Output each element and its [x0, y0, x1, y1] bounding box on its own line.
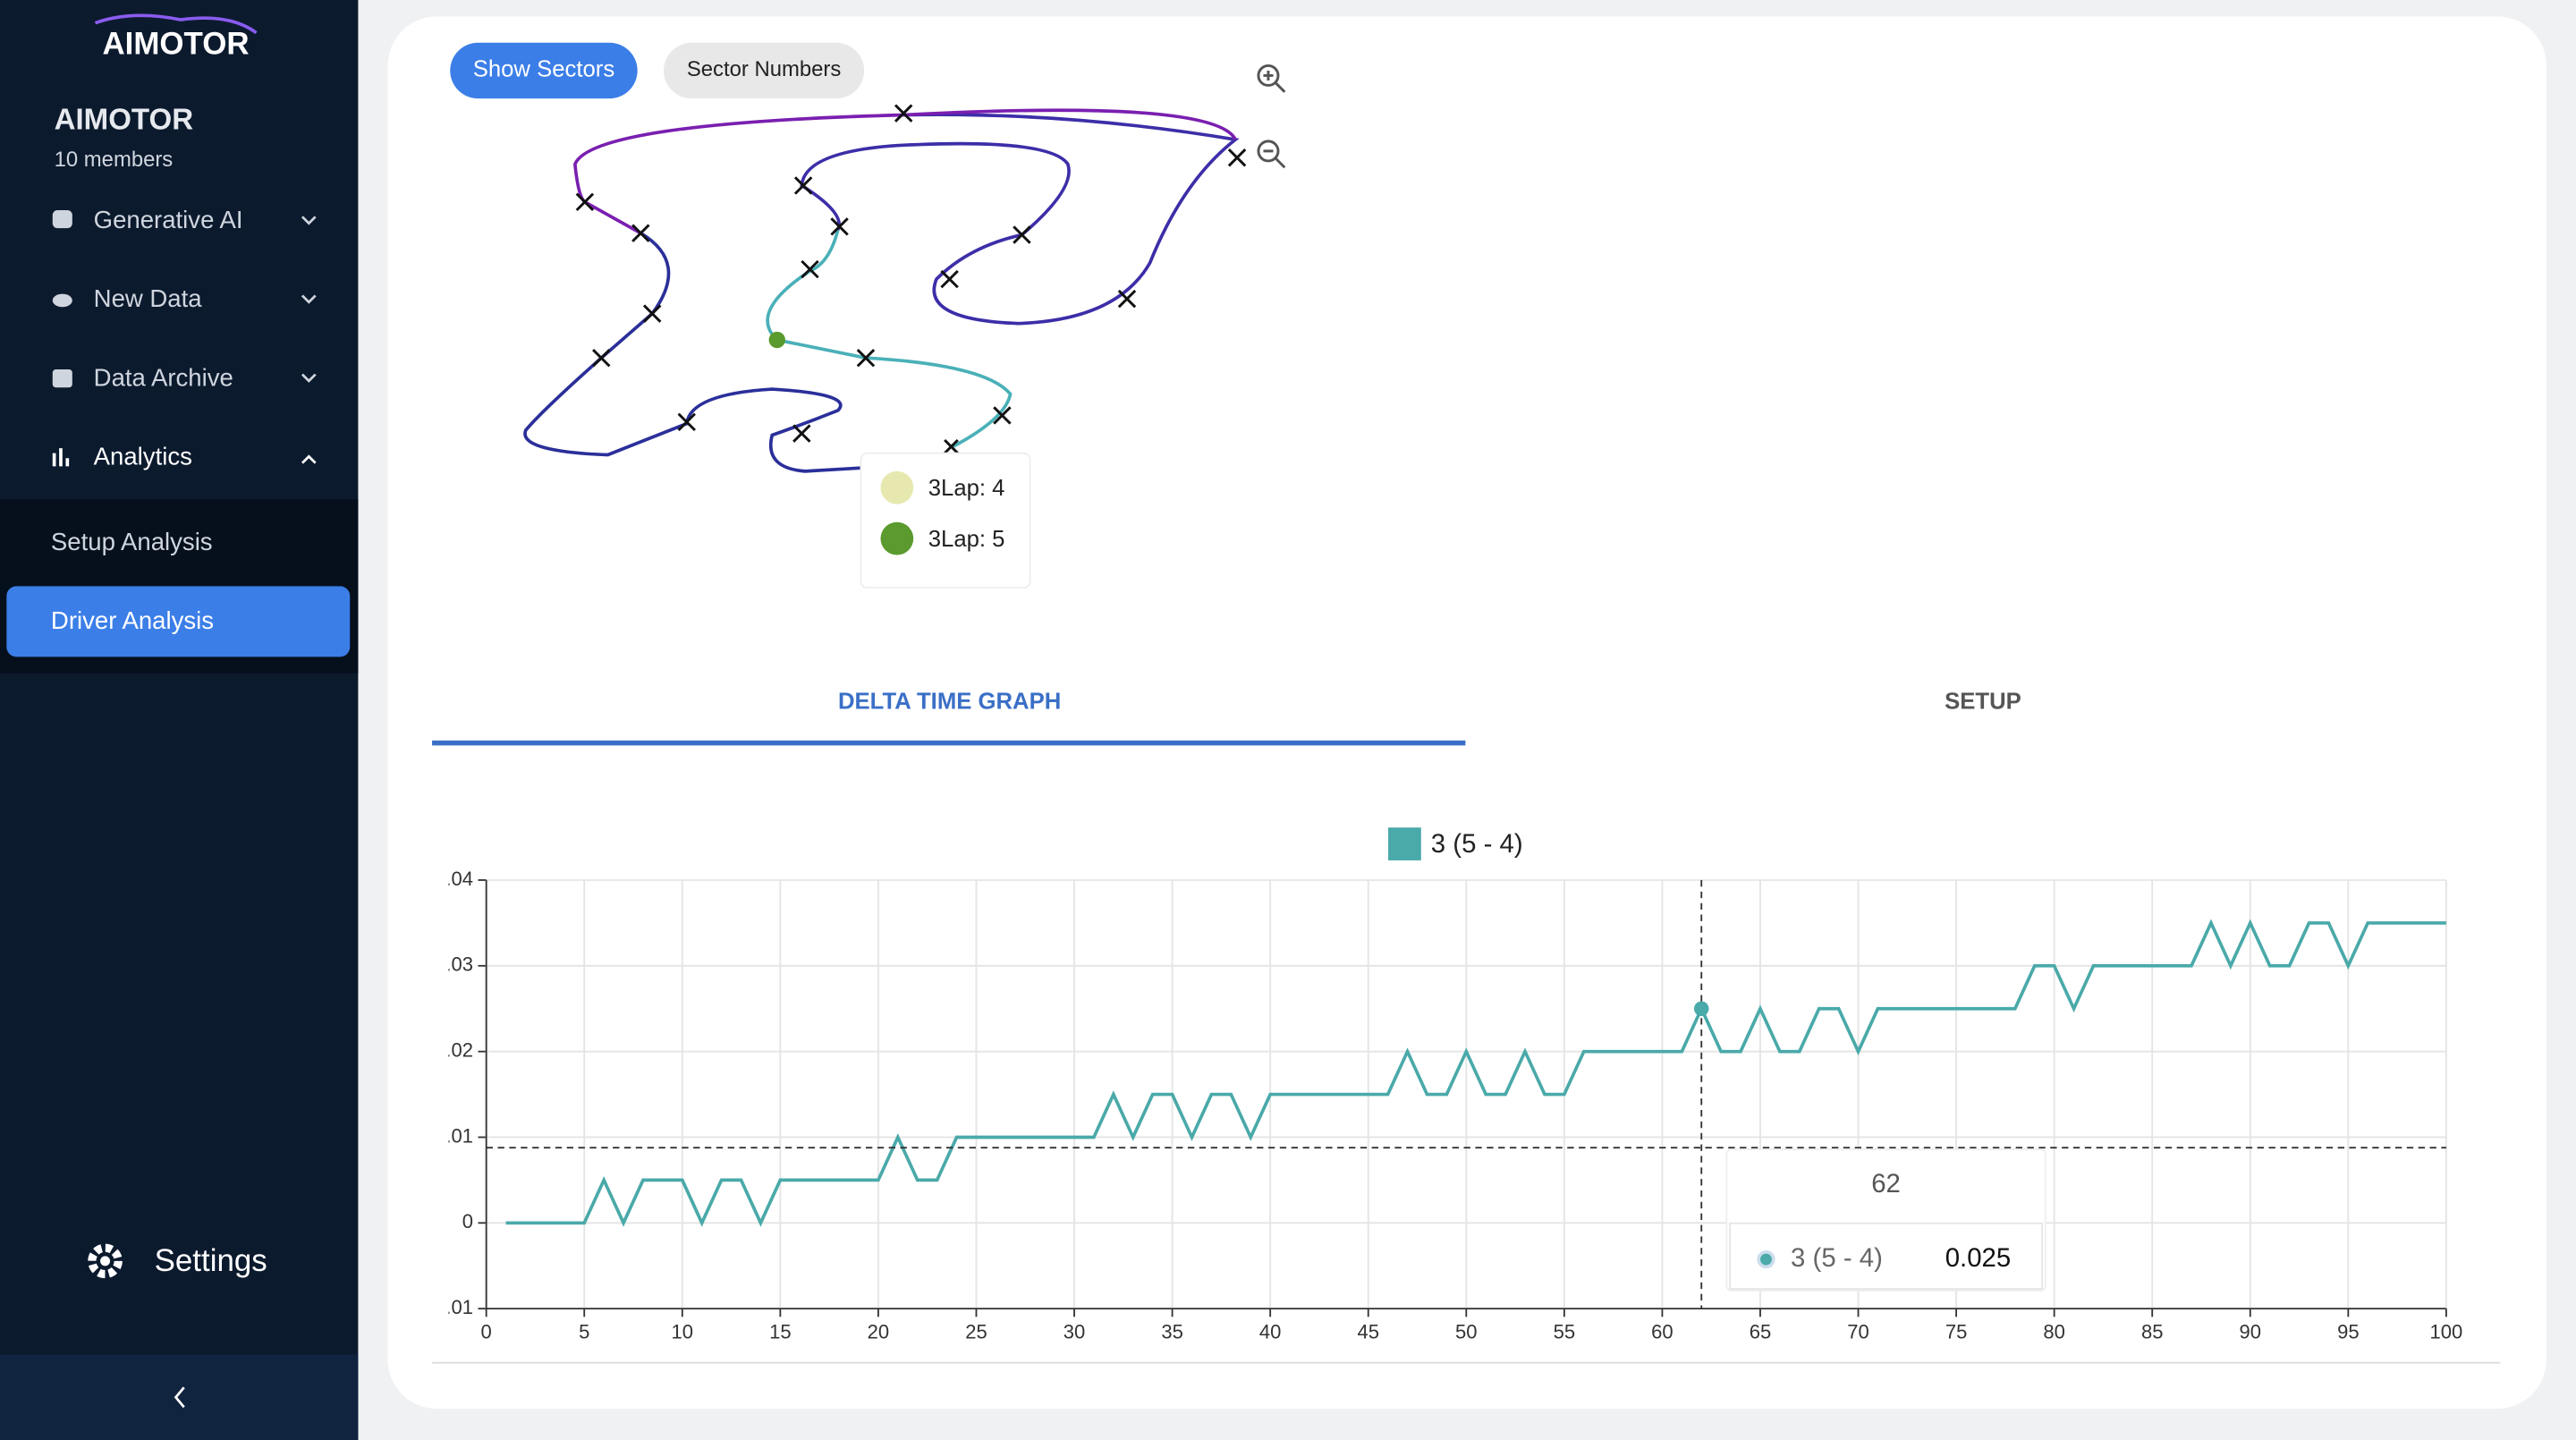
submenu-selected[interactable] [6, 586, 351, 657]
menu-icon [52, 448, 70, 467]
settings-icon[interactable] [88, 1243, 123, 1279]
x-tick-label: 55 [1554, 1320, 1576, 1343]
submenu-item[interactable]: Setup Analysis [51, 528, 213, 555]
track-path [572, 108, 1237, 235]
y-tick-label: -0.01 [428, 1296, 473, 1318]
logo: AIMOTOR [102, 27, 249, 62]
tab[interactable]: DELTA TIME GRAPH [838, 690, 1061, 715]
settings-icon[interactable] [100, 1256, 111, 1266]
legend-label: 3Lap: 5 [928, 527, 1005, 552]
x-tick-label: 10 [672, 1320, 694, 1343]
x-tick-label: 80 [2043, 1320, 2065, 1343]
logo-swoosh [94, 13, 258, 35]
x-tick-label: 40 [1259, 1320, 1282, 1343]
x-tick-label: 30 [1063, 1320, 1086, 1343]
x-tick-label: 35 [1161, 1320, 1183, 1343]
menu-item[interactable]: Data Archive [94, 363, 233, 391]
zoom-out[interactable] [1263, 149, 1286, 169]
x-tick-label: 65 [1750, 1320, 1772, 1343]
y-tick-label: 0.02 [435, 1038, 473, 1061]
x-tick-label: 95 [2337, 1320, 2360, 1343]
legend-swatch [1388, 827, 1421, 860]
submenu-item[interactable]: Driver Analysis [51, 606, 214, 634]
settings[interactable]: Settings [155, 1243, 267, 1278]
map-legend [860, 452, 1031, 589]
y-tick-label: 0.03 [435, 953, 473, 976]
menu-item[interactable]: New Data [94, 284, 203, 312]
x-tick-label: 75 [1945, 1320, 1968, 1343]
button[interactable] [664, 42, 865, 99]
x-tick-label: 70 [1847, 1320, 1869, 1343]
y-tick-label: 0.04 [435, 868, 473, 890]
car-position [768, 331, 785, 349]
x-tick-label: 0 [481, 1320, 492, 1343]
x-tick-label: 90 [2240, 1320, 2262, 1343]
y-axis: -0.01 0 0.01 0.02 0.03 0.04 [428, 868, 473, 1318]
legend-swatch [880, 470, 914, 504]
legend-swatch [880, 521, 914, 555]
x-tick-label: 5 [579, 1320, 589, 1343]
menu-icon [52, 209, 72, 229]
chevron[interactable] [301, 454, 317, 464]
button-label[interactable]: Sector Numbers [687, 57, 841, 81]
menu-icon [52, 293, 72, 308]
button[interactable] [450, 42, 638, 99]
tooltip-value: 0.025 [1945, 1243, 2012, 1273]
button-label[interactable]: Show Sectors [473, 57, 615, 82]
tooltip-title: 62 [1871, 1169, 1901, 1199]
sidebar [0, 0, 359, 1440]
legend-label: 3 (5 - 4) [1431, 829, 1523, 859]
series-line [505, 919, 2446, 1227]
x-tick-label: 20 [868, 1320, 890, 1343]
legend-label: 3Lap: 4 [928, 476, 1005, 501]
team-members: 10 members [55, 148, 174, 172]
x-tick-label: 85 [2141, 1320, 2164, 1343]
y-tick-label: 0 [462, 1210, 473, 1232]
x-tick-label: 50 [1455, 1320, 1478, 1343]
tab[interactable]: SETUP [1945, 690, 2021, 715]
x-tick-label: 25 [965, 1320, 987, 1343]
x-tick-label: 60 [1651, 1320, 1674, 1343]
tooltip-series: 3 (5 - 4) [1791, 1243, 1883, 1273]
menu-item[interactable]: Analytics [94, 442, 192, 470]
zoom-out[interactable] [1257, 140, 1280, 163]
menu-icon [52, 369, 72, 388]
chevron[interactable] [301, 373, 317, 383]
x-tick-label: 100 [2430, 1320, 2463, 1343]
tooltip-row [1729, 1222, 2043, 1291]
zoom-in[interactable] [1257, 64, 1280, 87]
tab-indicator [432, 740, 1466, 746]
zoom-in[interactable] [1263, 70, 1286, 93]
menu-item[interactable]: Generative AI [94, 206, 243, 233]
team-name: AIMOTOR [55, 104, 194, 137]
collapse-icon[interactable] [174, 1386, 185, 1409]
chevron[interactable] [301, 294, 317, 304]
x-tick-label: 45 [1357, 1320, 1379, 1343]
sector-marker [575, 104, 1247, 454]
chart: -0.01 0 0.01 0.02 0.03 0.04 0 5 10 15 20 25 30 35 40 45… [428, 827, 2463, 1343]
collapse-bar[interactable] [0, 1354, 359, 1440]
y-tick-label: 0.01 [435, 1124, 473, 1147]
tooltip-swatch [1757, 1249, 1775, 1269]
hover-point [1693, 1001, 1709, 1016]
track-path [800, 113, 1240, 326]
x-tick-label: 15 [769, 1320, 792, 1343]
chevron[interactable] [301, 216, 317, 225]
sector-markers [575, 104, 1247, 454]
